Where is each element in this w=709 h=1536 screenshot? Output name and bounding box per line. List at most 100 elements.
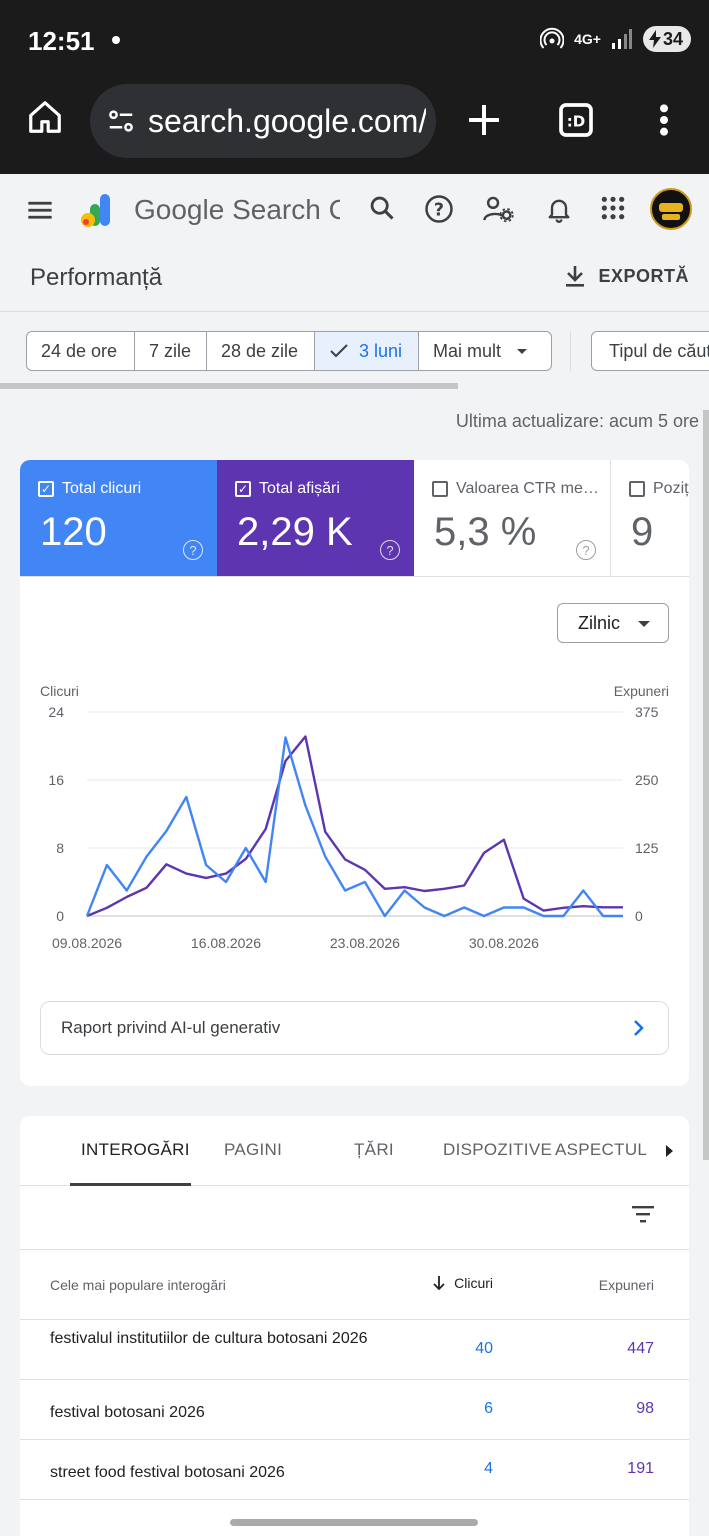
row-clicks: 40 <box>475 1340 493 1357</box>
chevron-down-icon <box>638 621 650 627</box>
table-row[interactable]: street food festival botosani 2026 4 191 <box>20 1440 689 1500</box>
row-impressions: 98 <box>636 1400 654 1417</box>
apps-grid-icon[interactable] <box>600 194 626 222</box>
page-title: Performanță <box>30 264 163 291</box>
status-time: 12:51 <box>28 26 95 56</box>
search-type-filter[interactable]: Tipul de căutare <box>591 331 709 371</box>
x-tick-label: 09.08.2026 <box>52 935 122 951</box>
range-7d[interactable]: 7 zile <box>135 332 207 370</box>
notifications-icon[interactable] <box>545 194 573 224</box>
row-impressions: 191 <box>627 1460 654 1477</box>
range-28d-label: 28 de zile <box>221 340 299 361</box>
range-more[interactable]: Mai mult <box>419 332 551 370</box>
column-clicks[interactable]: Clicuri <box>432 1275 493 1291</box>
metric-total-impressions[interactable]: ✓ Total afișări 2,29 K ? <box>217 460 414 576</box>
column-impressions[interactable]: Expuneri <box>598 1277 654 1293</box>
browser-toolbar: search.google.com/ :D <box>0 80 709 174</box>
export-button[interactable]: EXPORTĂ <box>564 264 689 288</box>
tab-devices[interactable]: DISPOZITIVE <box>443 1140 553 1159</box>
notification-dot <box>112 36 120 44</box>
url-text: search.google.com/ <box>148 102 426 139</box>
scroll-tabs-right-icon[interactable] <box>666 1145 673 1157</box>
checkbox-unchecked-icon[interactable] <box>629 481 645 497</box>
metric-label: Total clicuri <box>62 480 142 497</box>
tab-appearance[interactable]: ASPECTUL <box>555 1140 648 1159</box>
manage-users-icon[interactable] <box>482 194 514 224</box>
y-tick-right: 375 <box>635 704 659 720</box>
search-console-logo-icon <box>81 194 110 227</box>
charging-icon <box>648 30 661 48</box>
performance-header: Performanță EXPORTĂ <box>0 246 709 312</box>
y-tick-right: 125 <box>635 840 659 856</box>
metric-average-ctr[interactable]: Valoarea CTR me… 5,3 % ? <box>414 460 611 576</box>
status-bar: 12:51 4G+ 34 <box>0 0 709 80</box>
y-axis-left-title: Clicuri <box>40 683 79 699</box>
battery-level: 34 <box>662 28 683 49</box>
granularity-dropdown[interactable]: Zilnic <box>557 603 669 643</box>
row-clicks: 6 <box>484 1400 493 1417</box>
performance-chart: Clicuri Expuneri 0 8 16 24 0 125 250 375 09.08.202… <box>40 683 669 951</box>
tab-switcher-icon[interactable]: :D <box>556 100 596 140</box>
site-settings-icon[interactable] <box>106 106 136 136</box>
active-tab-indicator <box>70 1183 191 1186</box>
range-3m[interactable]: 3 luni <box>315 332 419 370</box>
help-icon[interactable]: ? <box>183 540 203 560</box>
tab-pages[interactable]: PAGINI <box>224 1140 283 1159</box>
app-header: Google Search Console ? <box>0 174 709 246</box>
search-icon[interactable] <box>368 194 396 222</box>
metric-total-clicks[interactable]: ✓ Total clicuri 120 ? <box>20 460 217 576</box>
metric-average-position[interactable]: Poziție 9 <box>611 460 689 576</box>
series-line-clicuri <box>85 736 623 918</box>
date-range-selector: 24 de ore 7 zile 28 de zile 3 luni Mai m… <box>26 331 552 371</box>
range-24h[interactable]: 24 de ore <box>27 332 135 370</box>
filter-icon[interactable] <box>631 1204 655 1224</box>
avatar[interactable] <box>650 188 692 230</box>
horizontal-scrollbar[interactable] <box>0 383 458 389</box>
y-tick-left: 24 <box>48 704 64 720</box>
help-icon[interactable]: ? <box>424 194 454 224</box>
vertical-scrollbar[interactable] <box>703 410 709 1160</box>
metric-value: 120 <box>40 510 107 554</box>
address-bar[interactable]: search.google.com/ <box>90 84 436 158</box>
granularity-label: Zilnic <box>578 613 621 633</box>
y-tick-right: 0 <box>635 908 643 924</box>
gesture-navigation-bar[interactable] <box>230 1519 478 1526</box>
table-row[interactable]: festival botosani 2026 6 98 <box>20 1380 689 1440</box>
tab-countries[interactable]: ȚĂRI <box>354 1140 394 1159</box>
x-tick-label: 16.08.2026 <box>191 935 261 951</box>
queries-card: INTEROGĂRI PAGINI ȚĂRI DISPOZITIVE ASPEC… <box>20 1116 689 1536</box>
metric-tiles: ✓ Total clicuri 120 ? ✓ Total afișări 2,29… <box>20 460 689 576</box>
row-impressions: 447 <box>627 1340 654 1357</box>
row-query: festivalul institutiilor de cultura boto… <box>50 1330 368 1347</box>
tab-queries[interactable]: INTEROGĂRI <box>81 1140 190 1159</box>
column-query[interactable]: Cele mai populare interogări <box>50 1277 226 1293</box>
home-icon[interactable] <box>26 98 64 136</box>
table-row[interactable]: festivalul institutiilor de cultura boto… <box>20 1320 689 1380</box>
checkbox-unchecked-icon[interactable] <box>432 481 448 497</box>
more-options-icon[interactable] <box>648 100 680 140</box>
check-icon <box>330 344 348 358</box>
menu-icon[interactable] <box>26 196 54 224</box>
series-line-expuneri <box>86 735 623 918</box>
help-icon[interactable]: ? <box>576 540 596 560</box>
new-tab-icon[interactable] <box>464 100 504 140</box>
ai-report-label: Raport privind AI-ul generativ <box>61 1018 281 1037</box>
range-3m-label: 3 luni <box>359 340 403 361</box>
column-clicks-label: Clicuri <box>454 1275 493 1291</box>
checkbox-checked-icon[interactable]: ✓ <box>235 481 251 497</box>
export-label: EXPORTĂ <box>598 265 689 286</box>
signal-icon <box>611 29 632 49</box>
table-filter-bar <box>20 1186 689 1250</box>
app-title: Google Search Console <box>134 194 340 225</box>
range-28d[interactable]: 28 de zile <box>207 332 315 370</box>
metric-label: Total afișări <box>259 480 340 497</box>
hotspot-icon <box>540 27 565 49</box>
checkbox-checked-icon[interactable]: ✓ <box>38 481 54 497</box>
y-tick-left: 16 <box>48 772 64 788</box>
help-icon[interactable]: ? <box>380 540 400 560</box>
y-tick-left: 0 <box>56 908 64 924</box>
metric-value: 9 <box>631 510 654 554</box>
dimension-tabs: INTEROGĂRI PAGINI ȚĂRI DISPOZITIVE ASPEC… <box>20 1116 689 1186</box>
chevron-down-icon <box>517 348 528 354</box>
generative-ai-report-link[interactable]: Raport privind AI-ul generativ <box>40 1001 669 1055</box>
